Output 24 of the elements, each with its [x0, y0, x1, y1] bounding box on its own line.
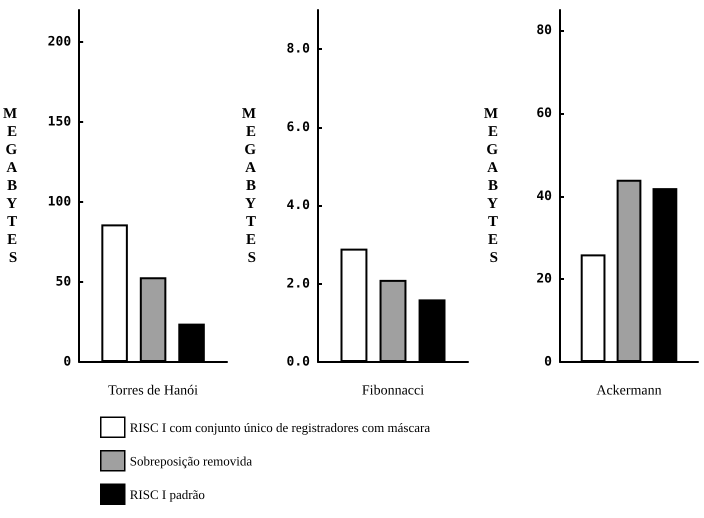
- legend-label: RISC I padrão: [130, 486, 205, 502]
- legend-label: Sobreposição removida: [130, 453, 252, 468]
- y-tick-label: 200: [48, 34, 72, 50]
- text: MEGABYTES: [2, 106, 18, 266]
- y-tick-label: 40: [536, 188, 552, 204]
- y-tick-label: 8.0: [286, 42, 310, 57]
- y-tick-label: 6.0: [286, 120, 310, 135]
- y-tick-label: 2.0: [286, 276, 310, 292]
- text: MEGABYTES: [242, 106, 256, 266]
- y-tick-label: 0.0: [286, 354, 310, 370]
- x-tick-label: Torres de Hanói: [108, 384, 198, 398]
- y-tick-label: 80: [536, 23, 552, 38]
- text: MEGABYTES: [484, 106, 498, 266]
- y-tick-label: 0: [63, 354, 72, 370]
- y-tick-label: 60: [536, 106, 552, 122]
- y-tick-label: 4.0: [286, 198, 310, 214]
- legend-label: RISC I com conjunto único de registradores com máscara: [130, 420, 430, 435]
- y-tick-label: 50: [56, 274, 72, 290]
- y-tick-label: 100: [48, 194, 72, 210]
- y-tick-label: 20: [536, 272, 552, 287]
- x-tick-label: Fibonnacci: [362, 384, 424, 398]
- x-tick-label: Ackermann: [596, 384, 662, 398]
- y-tick-label: 0: [544, 354, 552, 370]
- y-tick-label: 150: [48, 114, 72, 130]
